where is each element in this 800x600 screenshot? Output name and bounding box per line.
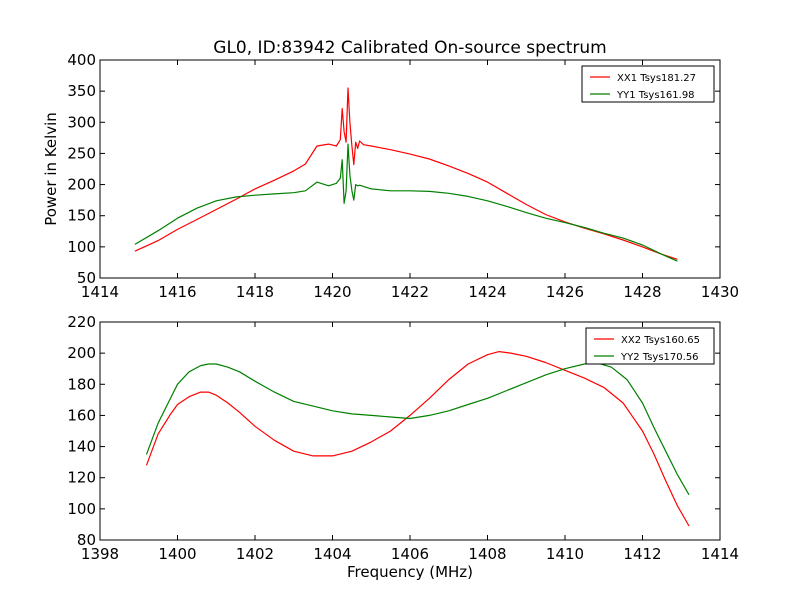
y-tick-label: 350 — [67, 82, 96, 100]
y-tick-label: 180 — [67, 375, 96, 393]
legend-box — [585, 327, 715, 365]
x-tick-label: 1414 — [701, 545, 739, 563]
y-tick-label: 100 — [67, 238, 96, 256]
y-tick-label: 140 — [67, 438, 96, 456]
x-tick-label: 1422 — [391, 283, 429, 301]
x-tick-label: 1398 — [81, 545, 119, 563]
y-tick-label: 400 — [67, 51, 96, 69]
x-tick-label: 1410 — [546, 545, 584, 563]
y-tick-label: 100 — [67, 500, 96, 518]
series-line-2 — [134, 143, 678, 262]
x-tick-label: 1416 — [158, 283, 196, 301]
y-tick-label: 200 — [67, 344, 96, 362]
legend-entry: YY2 Tsys170.56 — [620, 352, 699, 363]
x-tick-label: 1424 — [468, 283, 506, 301]
top-panel: 1414 1416 1418 1420 1422 1424 1426 1428 1430 50 10… — [42, 51, 739, 301]
x-tick-label: 1406 — [391, 545, 429, 563]
x-axis-label: Frequency (MHz) — [347, 563, 473, 581]
legend-entry: YY1 Tsys161.98 — [616, 90, 695, 101]
x-tick-label: 1430 — [701, 283, 739, 301]
y-axis-label: Power in Kelvin — [42, 112, 60, 226]
y-tick-label: 220 — [67, 313, 96, 331]
bottom-panel: 1398 1400 1402 1404 1406 1408 1410 1412 1414 80 10… — [67, 313, 739, 581]
x-tick-label: 1412 — [623, 545, 661, 563]
x-tick-label: 1420 — [313, 283, 351, 301]
y-tick-label: 80 — [77, 531, 96, 549]
y-tick-label: 50 — [77, 269, 96, 287]
legend-box — [581, 65, 715, 103]
y-tick-label: 250 — [67, 144, 96, 162]
y-tick-label: 200 — [67, 176, 96, 194]
legend-entry: XX2 Tsys160.65 — [621, 335, 700, 346]
figure-title: GL0, ID:83942 Calibrated On-source spect… — [213, 38, 606, 58]
x-tick-label: 1428 — [623, 283, 661, 301]
x-tick-label: 1408 — [468, 545, 506, 563]
series-line-1 — [134, 87, 678, 260]
y-tick-label: 160 — [67, 406, 96, 424]
y-tick-label: 300 — [67, 113, 96, 131]
legend-entry: XX1 Tsys181.27 — [617, 73, 696, 84]
y-tick-label: 150 — [67, 207, 96, 225]
x-tick-label: 1418 — [236, 283, 274, 301]
y-tick-label: 120 — [67, 469, 96, 487]
series-line-2 — [145, 361, 690, 496]
x-tick-label: 1414 — [81, 283, 119, 301]
x-tick-label: 1426 — [546, 283, 584, 301]
x-tick-label: 1402 — [236, 545, 274, 563]
x-tick-label: 1400 — [158, 545, 196, 563]
series-line-1 — [145, 351, 690, 527]
x-tick-label: 1404 — [313, 545, 351, 563]
